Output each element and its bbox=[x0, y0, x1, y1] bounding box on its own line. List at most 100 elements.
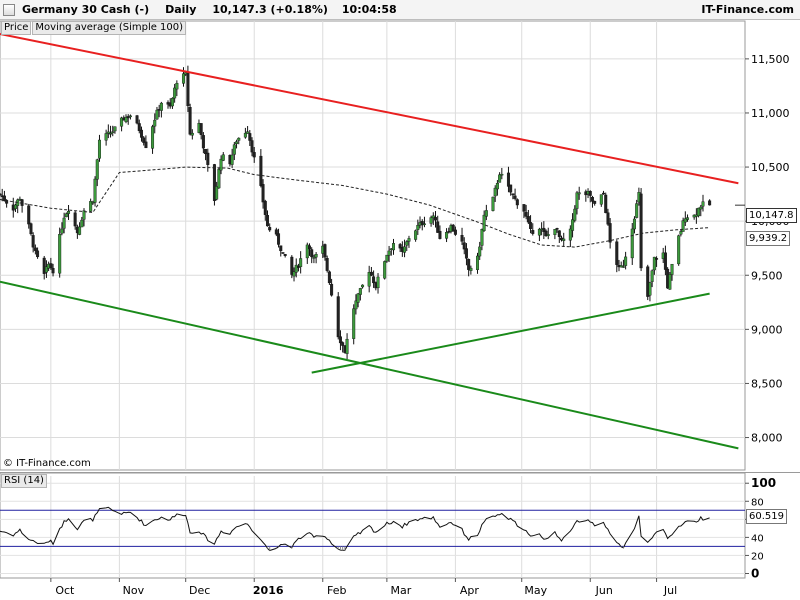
candle-body bbox=[341, 342, 345, 346]
quote-time: 10:04:58 bbox=[341, 3, 397, 16]
candle-body bbox=[522, 204, 526, 212]
candle-body bbox=[199, 123, 203, 135]
candle-body bbox=[681, 220, 685, 232]
legend-price[interactable]: Price bbox=[1, 21, 32, 35]
candle-body bbox=[624, 256, 628, 266]
candle-body bbox=[358, 288, 362, 295]
candle-body bbox=[109, 132, 113, 135]
candle-body bbox=[327, 271, 331, 284]
candle-body bbox=[513, 195, 517, 199]
candle-body bbox=[246, 131, 250, 134]
x-tick-label: Apr bbox=[460, 584, 480, 597]
candle-body bbox=[296, 266, 300, 268]
candle-body bbox=[95, 159, 99, 180]
candle-body bbox=[575, 192, 579, 209]
candle-body bbox=[602, 192, 606, 195]
candle-body bbox=[248, 133, 252, 141]
candle-body bbox=[142, 137, 146, 143]
candle-body bbox=[482, 214, 486, 231]
candle-body bbox=[392, 243, 396, 251]
candle-body bbox=[495, 183, 499, 190]
candle-body bbox=[590, 196, 594, 202]
candle-body bbox=[469, 267, 473, 271]
candle-body bbox=[438, 230, 442, 239]
rsi-tick-label: 40 bbox=[751, 533, 764, 544]
candle-body bbox=[555, 228, 559, 230]
candle-body bbox=[511, 193, 515, 196]
candle-body bbox=[159, 102, 163, 111]
candle-body bbox=[201, 135, 205, 149]
trendline-resistance bbox=[0, 33, 739, 185]
candle-body bbox=[354, 300, 358, 310]
candle-body bbox=[299, 258, 303, 267]
candle-body bbox=[420, 221, 424, 226]
candle-body bbox=[13, 204, 17, 209]
candle-body bbox=[509, 184, 513, 193]
candle-body bbox=[460, 235, 464, 242]
candle-body bbox=[20, 199, 24, 206]
timeframe[interactable]: Daily bbox=[165, 3, 197, 16]
candle-body bbox=[60, 228, 64, 234]
candle-body bbox=[106, 131, 110, 134]
candle-body bbox=[67, 211, 71, 214]
candle-body bbox=[190, 132, 194, 136]
candle-body bbox=[621, 266, 625, 268]
candle-body bbox=[89, 201, 93, 212]
candle-body bbox=[557, 230, 561, 237]
candle-body bbox=[476, 255, 480, 270]
candle-body bbox=[277, 233, 281, 245]
rsi-tick-label: 0 bbox=[751, 566, 759, 580]
candle-body bbox=[312, 257, 316, 259]
candle-body bbox=[526, 216, 530, 223]
candle-body bbox=[679, 231, 683, 235]
candle-body bbox=[175, 82, 179, 90]
candle-body bbox=[126, 116, 130, 119]
candle-body bbox=[186, 72, 190, 107]
candle-body bbox=[431, 215, 435, 219]
legend-moving-average[interactable]: Moving average (Simple 100) bbox=[32, 21, 187, 35]
candle-body bbox=[91, 202, 95, 204]
candle-body bbox=[524, 212, 528, 217]
candle-body bbox=[250, 140, 254, 153]
candle-body bbox=[361, 284, 365, 288]
candle-body bbox=[429, 217, 433, 224]
candle-body bbox=[668, 274, 672, 290]
candle-body bbox=[467, 259, 471, 270]
candle-body bbox=[699, 206, 703, 210]
candle-body bbox=[261, 184, 265, 203]
candle-body bbox=[139, 129, 143, 138]
candle-body bbox=[252, 152, 256, 158]
candle-body bbox=[305, 244, 309, 259]
candle-body bbox=[93, 178, 97, 203]
candle-body bbox=[484, 210, 488, 217]
candle-body bbox=[44, 266, 48, 273]
candle-body bbox=[181, 73, 185, 84]
candle-body bbox=[515, 199, 519, 206]
candle-body bbox=[542, 227, 546, 232]
candle-body bbox=[307, 245, 311, 250]
rsi-line bbox=[0, 506, 710, 552]
candle-body bbox=[599, 194, 603, 205]
candle-body bbox=[531, 230, 535, 234]
candle-body bbox=[212, 164, 216, 201]
candle-body bbox=[677, 235, 681, 265]
rsi-label[interactable]: RSI (14) bbox=[1, 474, 47, 488]
rsi-tick-label: 20 bbox=[751, 551, 764, 562]
candle-body bbox=[663, 252, 667, 270]
settings-icon[interactable] bbox=[3, 4, 15, 16]
candle-body bbox=[369, 271, 373, 276]
candle-body bbox=[153, 119, 157, 127]
price-panel bbox=[0, 20, 746, 471]
candle-body bbox=[243, 132, 247, 138]
candle-body bbox=[577, 192, 581, 195]
candle-body bbox=[383, 261, 387, 279]
y-tick-label: 11,500 bbox=[751, 53, 790, 66]
candle-body bbox=[352, 308, 356, 339]
candle-body bbox=[78, 226, 82, 235]
candle-body bbox=[416, 225, 420, 230]
candle-body bbox=[422, 223, 426, 225]
candle-body bbox=[263, 200, 267, 215]
x-tick-label: Feb bbox=[327, 584, 346, 597]
rsi-panel bbox=[0, 472, 746, 579]
candle-body bbox=[529, 222, 533, 229]
